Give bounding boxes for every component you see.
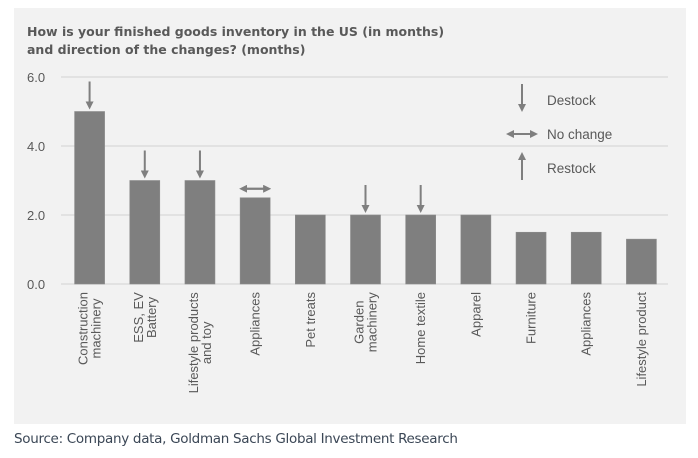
bar (184, 180, 216, 285)
x-category-label: Lifestyle productsand toy (186, 292, 214, 394)
bar (460, 214, 492, 285)
bar (626, 238, 657, 285)
bar (405, 214, 436, 285)
x-category-label-line: machinery (365, 292, 380, 352)
source-note: Source: Company data, Goldman Sachs Glob… (14, 431, 458, 447)
y-tick-label: 2.0 (27, 208, 45, 223)
chart-title: How is your finished goods inventory in … (27, 23, 627, 59)
bar (295, 214, 326, 285)
chart-title-line-1: How is your finished goods inventory in … (27, 24, 445, 39)
bar (74, 111, 105, 285)
x-category-label: Appliances (579, 292, 594, 356)
bar (570, 231, 602, 285)
legend-label-no-change: No change (547, 127, 612, 142)
bar (239, 197, 271, 285)
x-category-label-line: ESS, EV (131, 292, 146, 343)
x-category-label-line: Furniture (524, 292, 539, 344)
x-category-label: Apparel (468, 292, 483, 337)
chart-title-line-2: and direction of the changes? (months) (27, 42, 306, 57)
x-category-label: Appliances (248, 292, 263, 356)
x-category-label-line: and toy (199, 321, 214, 364)
x-category-label: Home textile (413, 292, 428, 364)
y-tick-label: 0.0 (27, 277, 45, 292)
x-category-label-line: Pet treats (303, 292, 318, 348)
x-category-label-line: Lifestyle products (186, 292, 201, 394)
x-category-label: ESS, EVBattery (131, 292, 159, 343)
x-category-label-line: Construction (76, 292, 91, 365)
x-category-label-line: machinery (89, 298, 104, 358)
x-category-label: Gardenmachinery (352, 292, 380, 352)
x-category-label-line: Home textile (413, 292, 428, 364)
x-category-label-line: Garden (352, 301, 367, 344)
x-category-label: Constructionmachinery (76, 292, 104, 365)
bar (350, 214, 381, 285)
bar (129, 180, 161, 285)
x-category-label-line: Apparel (468, 292, 483, 337)
x-category-label: Lifestyle product (634, 292, 649, 387)
legend-label-restock: Restock (547, 161, 596, 176)
x-category-label-line: Appliances (579, 292, 594, 356)
x-category-label-line: Battery (144, 296, 159, 338)
x-category-label: Furniture (524, 292, 539, 344)
bar (515, 231, 547, 285)
x-category-label-line: Appliances (248, 292, 263, 356)
x-category-label: Pet treats (303, 292, 318, 348)
x-category-label-line: Lifestyle product (634, 292, 649, 387)
y-tick-label: 4.0 (27, 139, 45, 154)
y-tick-label: 6.0 (27, 70, 45, 85)
legend-label-destock: Destock (547, 93, 596, 108)
